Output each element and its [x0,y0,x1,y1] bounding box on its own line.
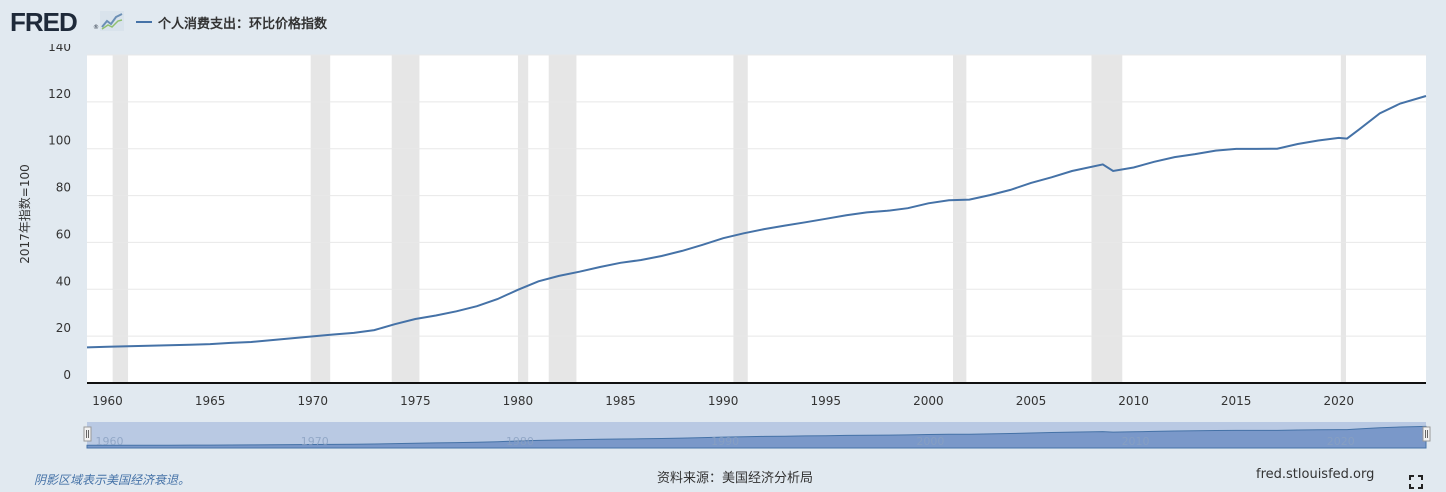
x-tick-label: 2010 [1118,394,1149,408]
source-text: 资料来源：美国经济分析局 [657,471,814,486]
x-tick-label: 1965 [195,394,226,408]
series-lines [86,95,1427,349]
x-tick-label: 1990 [708,394,739,408]
y-tick-label: 0 [63,368,71,382]
x-tick-label: 1975 [400,394,431,408]
y-tick-label: 120 [48,87,71,101]
series-line [86,95,1427,349]
navigator-handle[interactable] [1422,426,1431,442]
recession-bands [112,55,1346,383]
x-tick-label: 1970 [297,394,328,408]
navigator-label: 2000 [916,435,944,448]
recession-band [1340,55,1346,383]
recession-band [310,55,331,383]
recession-band [733,55,748,383]
plot-area [87,55,1426,383]
y-tick-label: 100 [48,134,71,148]
y-tick-label: 80 [56,181,71,195]
fred-logo[interactable]: FRED [10,7,78,37]
x-tick-label: 2020 [1324,394,1355,408]
x-tick-label: 1985 [605,394,636,408]
recession-note: 阴影区域表示美国经济衰退。 [34,473,191,487]
plot-background [87,55,1426,383]
navigator-label: 1970 [301,435,329,448]
x-tick-label: 2000 [913,394,944,408]
header: FRED ® 个人消费支出：环比价格指数 [0,0,1446,44]
recession-band [548,55,577,383]
logo-registered-mark: ® [93,24,99,31]
trend-chart-icon [100,11,124,31]
x-tick-labels: 1960 1965 1970 1975 1980 1985 1990 1995 2000 2005… [92,394,1354,408]
y-tick-label: 40 [56,274,71,288]
x-tick-label: 2015 [1221,394,1252,408]
recession-band [952,55,967,383]
navigator: 1960 1970 1980 1990 2000 2010 2020 [83,422,1431,449]
recession-band [112,55,129,383]
y-tick-label: 20 [56,321,71,335]
site-link[interactable]: fred.stlouisfed.org [1256,467,1375,482]
navigator-label: 1980 [506,435,534,448]
y-tick-label: 60 [56,227,71,241]
y-tick-labels: 0 20 40 60 80 100 120 140 [48,44,71,382]
navigator-label: 2020 [1327,435,1355,448]
legend-swatch [136,21,152,23]
x-tick-label: 1960 [92,394,123,408]
navigator-label: 1960 [96,435,124,448]
navigator-series-area [86,425,1427,449]
navigator-label: 2010 [1122,435,1150,448]
x-tick-label: 1980 [503,394,534,408]
recession-band [517,55,529,383]
series-label[interactable]: 个人消费支出：环比价格指数 [158,16,328,32]
x-tick-label: 1995 [810,394,841,408]
legend[interactable]: 个人消费支出：环比价格指数 [136,13,328,32]
navigator-handle[interactable] [83,426,92,442]
y-tick-label: 140 [48,44,71,54]
navigator-label: 1990 [711,435,739,448]
x-tick-label: 2005 [1016,394,1047,408]
fullscreen-icon[interactable] [1409,475,1423,489]
y-axis-label: 2017年指数=100 [17,164,32,264]
recession-band [391,55,420,383]
recession-band [1091,55,1123,383]
